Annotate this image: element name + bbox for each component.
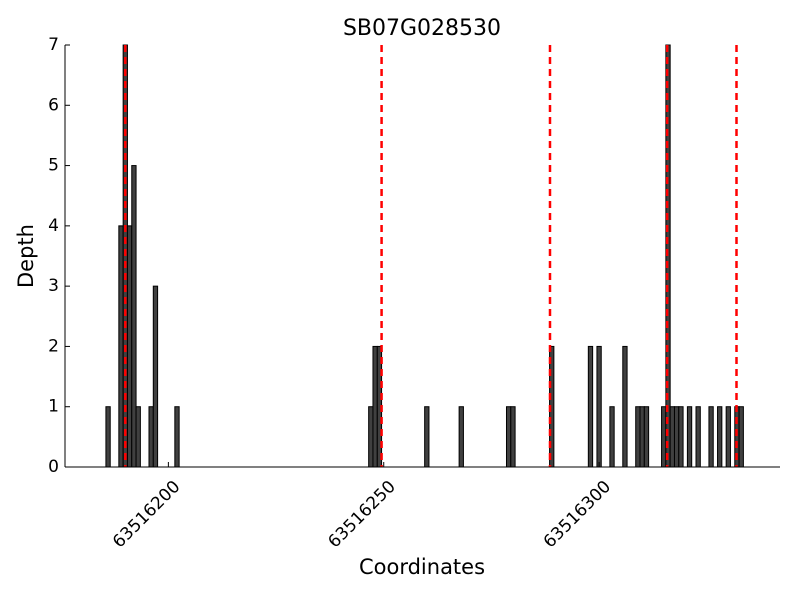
y-tick-label: 4 [48,216,59,236]
bar [174,406,180,468]
bar [738,406,744,468]
bar [669,406,675,468]
bar [596,345,602,468]
x-tick-label: 63516200 [109,477,184,552]
bar [643,406,650,468]
chart-title: SB07G028530 [343,16,501,41]
bar [587,345,594,468]
bar [639,406,645,468]
bar [458,406,464,468]
y-tick-label: 2 [48,336,59,356]
bar [695,406,701,468]
bar [118,225,124,468]
bar [148,406,154,468]
bar [505,406,512,468]
y-tick-label: 5 [48,156,59,176]
bar [678,406,684,468]
y-tick-label: 6 [48,95,59,115]
y-tick-label: 0 [48,457,59,477]
x-axis-label: Coordinates [359,555,485,579]
bar [622,345,628,468]
x-tick-label: 63516300 [540,477,615,552]
bar [725,406,731,468]
y-tick-label: 7 [48,35,59,55]
x-tick-label: 63516250 [324,477,399,552]
bar [131,165,137,468]
y-tick-label: 1 [48,397,59,417]
bar [635,406,641,468]
bar [372,345,378,468]
y-tick-label: 3 [48,276,59,296]
bar [152,285,159,468]
bar [661,406,667,468]
bar [424,406,430,468]
bar [135,406,141,468]
bar [673,406,680,468]
bar [368,406,374,468]
bar [708,406,714,468]
bar [510,406,516,468]
bar [126,225,133,468]
bar [717,406,723,468]
bar [609,406,615,468]
bar [105,406,111,468]
y-axis-label: Depth [14,224,38,288]
bar [686,406,693,468]
